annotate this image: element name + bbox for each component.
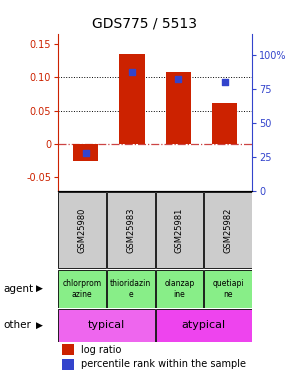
Point [130,69,134,75]
Bar [59,270,106,308]
Text: quetiapi
ne: quetiapi ne [212,279,244,298]
Bar [212,102,237,144]
Bar [62,345,74,355]
Bar [107,192,155,268]
Text: typical: typical [88,321,125,330]
Bar [156,309,252,342]
Text: thioridazin
e: thioridazin e [110,279,151,298]
Bar [107,270,155,308]
Text: olanzap
ine: olanzap ine [164,279,195,298]
Text: agent: agent [3,284,33,294]
Bar [166,72,191,144]
Bar [59,309,155,342]
Text: GSM25983: GSM25983 [126,207,135,253]
Text: GSM25980: GSM25980 [78,207,87,253]
Point [176,76,181,82]
Bar [62,359,74,370]
Point [84,150,88,156]
Text: ▶: ▶ [36,321,43,330]
Text: atypical: atypical [182,321,226,330]
Bar [204,270,252,308]
Text: GSM25982: GSM25982 [224,207,233,253]
Text: other: other [3,321,31,330]
Text: GSM25981: GSM25981 [175,207,184,253]
Text: percentile rank within the sample: percentile rank within the sample [81,359,246,369]
Bar [59,192,106,268]
Text: ▶: ▶ [36,284,43,293]
Bar [204,192,252,268]
Text: log ratio: log ratio [81,345,122,355]
Bar [156,192,203,268]
Text: GDS775 / 5513: GDS775 / 5513 [93,17,197,31]
Point [222,79,227,85]
Bar [156,270,203,308]
Bar [73,144,99,160]
Bar [119,54,145,144]
Text: chlorprom
azine: chlorprom azine [63,279,102,298]
